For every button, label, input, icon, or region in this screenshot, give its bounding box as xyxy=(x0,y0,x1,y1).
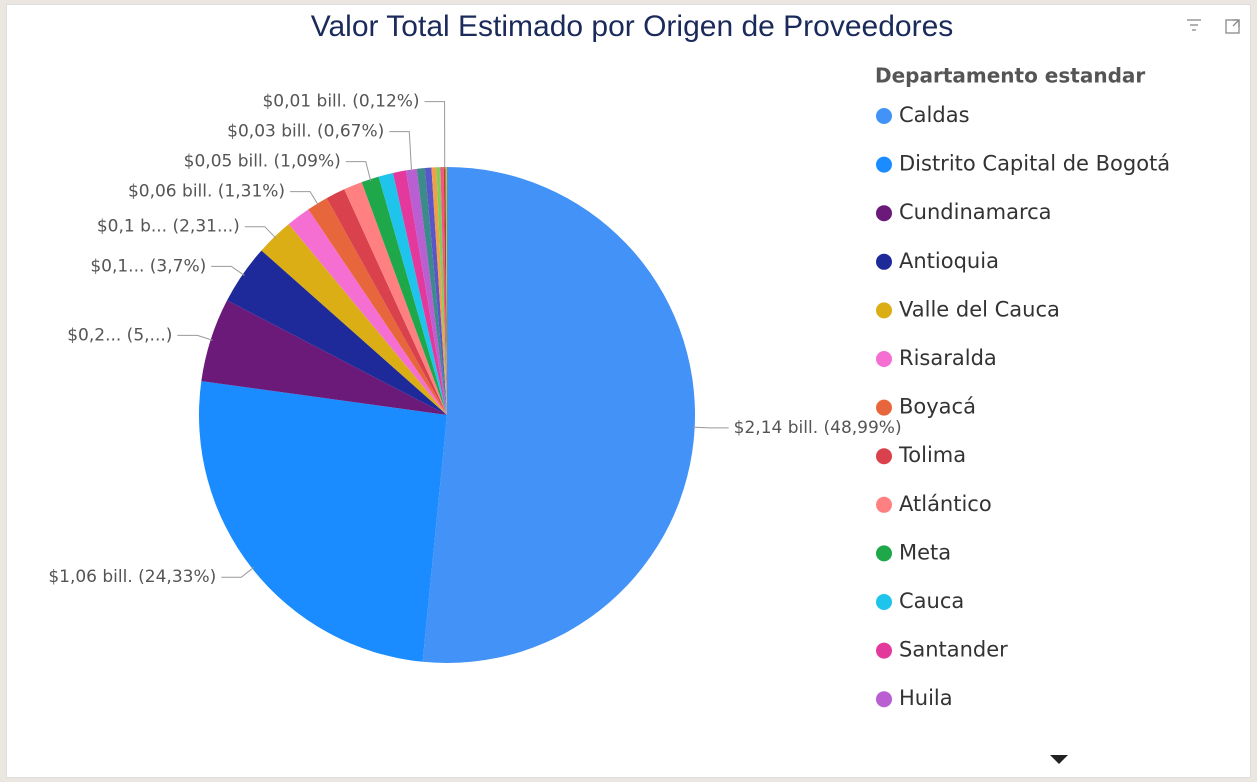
pie-slice xyxy=(405,168,447,415)
legend-label: Santander xyxy=(899,638,1008,662)
pie-slice xyxy=(201,300,447,415)
pie-slice xyxy=(392,170,447,415)
pie-slice xyxy=(378,172,447,415)
legend-label: Risaralda xyxy=(899,346,997,370)
legend-marker xyxy=(876,108,892,124)
data-label: $0,03 bill. (0,67%) xyxy=(227,122,384,142)
leader-line xyxy=(177,334,213,341)
pie-slice xyxy=(422,167,695,663)
pie-slice xyxy=(261,224,447,415)
pie-slice xyxy=(288,209,447,415)
legend-marker xyxy=(876,351,892,367)
pie-slice xyxy=(227,250,447,415)
legend-marker xyxy=(876,642,892,659)
leader-line xyxy=(221,566,255,578)
legend-marker xyxy=(876,496,892,513)
legend-label: Tolima xyxy=(898,443,966,467)
pie-slice xyxy=(199,381,447,662)
legend-label: Antioquia xyxy=(899,249,999,273)
legend-marker xyxy=(876,691,892,708)
legend-label: Cauca xyxy=(899,589,964,613)
data-label: $0,2... (5,...) xyxy=(67,325,172,345)
legend-marker xyxy=(876,545,892,562)
pie-slice xyxy=(326,189,447,415)
legend-marker xyxy=(876,205,892,222)
legend-marker xyxy=(876,156,892,173)
data-label: $0,05 bill. (1,09%) xyxy=(184,152,341,172)
data-label: $2,14 bill. (48,99%) xyxy=(734,418,902,438)
legend-marker xyxy=(876,399,892,416)
pie-slice xyxy=(443,167,447,415)
leader-line xyxy=(692,426,729,429)
pie-slice xyxy=(361,176,447,415)
filter-icon[interactable] xyxy=(1187,19,1201,31)
legend-marker xyxy=(876,253,892,270)
data-label: $0,01 bill. (0,12%) xyxy=(262,92,419,112)
pie-slice xyxy=(416,167,447,415)
data-label: $0,1 b... (2,31...) xyxy=(97,217,240,237)
legend-label: Meta xyxy=(899,540,951,564)
legend-marker xyxy=(876,448,892,465)
data-label: $0,1... (3,7%) xyxy=(90,256,206,276)
legend-marker xyxy=(876,302,892,319)
leader-line xyxy=(244,226,277,239)
pie-slice xyxy=(440,167,447,415)
leader-line xyxy=(424,101,446,170)
pie-slice xyxy=(431,167,447,415)
leader-line xyxy=(211,265,245,276)
legend-label: Huila xyxy=(899,686,953,710)
focus-icon[interactable] xyxy=(1225,19,1240,34)
legend-label: Atlántico xyxy=(899,492,992,516)
legend-label: Caldas xyxy=(899,103,970,127)
legend-label: Cundinamarca xyxy=(899,200,1052,224)
leader-line xyxy=(389,131,413,172)
data-label: $1,06 bill. (24,33%) xyxy=(48,567,216,587)
pie-slice xyxy=(445,167,447,415)
chart-title: Valor Total Estimado por Origen de Prove… xyxy=(311,10,954,43)
leader-line xyxy=(290,191,319,206)
pie-slice xyxy=(436,167,447,415)
data-label: $0,06 bill. (1,31%) xyxy=(128,182,285,202)
legend-label: Boyacá xyxy=(899,395,976,419)
legend-label: Valle del Cauca xyxy=(899,297,1060,321)
leader-line xyxy=(345,161,372,182)
legend-marker xyxy=(876,594,892,610)
pie-slice xyxy=(424,167,447,415)
pie-slice xyxy=(344,182,447,415)
legend-scroll-arrow[interactable] xyxy=(1050,755,1068,764)
pie-slice xyxy=(308,198,447,415)
legend-label: Distrito Capital de Bogotá xyxy=(899,152,1170,176)
legend-title: Departamento estandar xyxy=(875,64,1145,88)
